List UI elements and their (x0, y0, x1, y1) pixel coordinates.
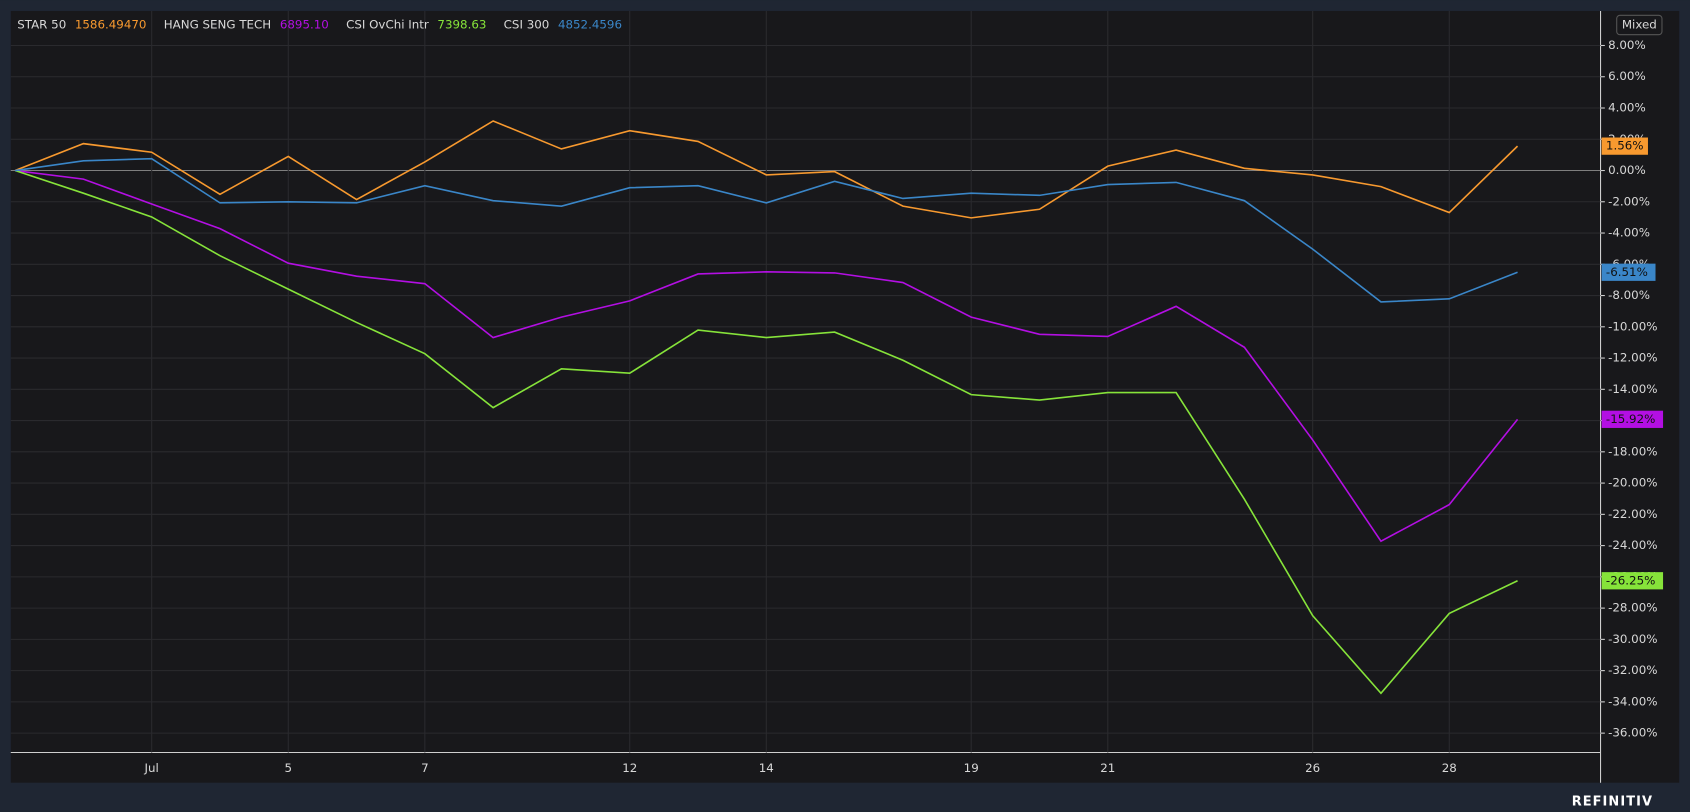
end-label-bg (1601, 410, 1664, 428)
legend-name: HANG SENG TECH (164, 17, 272, 31)
legend-name: CSI OvChi Intr (346, 17, 429, 31)
series-line (14, 157, 1518, 303)
legend-value: 6895.10 (280, 17, 329, 31)
x-tick-label: 5 (284, 761, 292, 775)
y-tick-label: -18.00% (1608, 444, 1657, 458)
series-line (14, 169, 1518, 695)
y-tick-label: -12.00% (1608, 351, 1657, 365)
x-tick-label: 28 (1442, 761, 1457, 775)
watermark: REFINITIV (1572, 795, 1653, 810)
plot-bg (10, 10, 1680, 783)
legend-name: CSI 300 (504, 17, 550, 31)
series-line (14, 169, 1519, 543)
y-tick-label: -4.00% (1608, 226, 1650, 240)
lines (14, 120, 1519, 695)
y-tick-label: -10.00% (1608, 319, 1657, 333)
legend-name: STAR 50 (17, 17, 66, 31)
x-tick-label: 12 (622, 761, 637, 775)
y-tick-label: -34.00% (1608, 694, 1657, 708)
end-label: -26.25% (1606, 573, 1655, 587)
end-label: -15.92% (1606, 412, 1655, 426)
series-line (14, 120, 1519, 219)
y-tick-label: -8.00% (1608, 288, 1650, 302)
x-tick-label: 19 (964, 761, 979, 775)
legend-value: 7398.63 (437, 17, 486, 31)
end-label-bg (1601, 137, 1648, 155)
y-tick-label: 4.00% (1608, 101, 1646, 115)
y-tick-label: -24.00% (1608, 538, 1657, 552)
x-tick-label: 21 (1100, 761, 1115, 775)
y-tick-label: -20.00% (1608, 476, 1657, 490)
y-tick-label: -2.00% (1608, 194, 1650, 208)
grid (10, 10, 1605, 753)
labels: 8.00%6.00%4.00%2.00%0.00%-2.00%-4.00%-6.… (17, 17, 1664, 775)
x-tick-label: Jul (144, 761, 159, 775)
y-tick-label: -36.00% (1608, 726, 1657, 740)
y-tick-label: -22.00% (1608, 507, 1657, 521)
mode-button[interactable] (1616, 14, 1663, 36)
legend-value: 1586.49470 (75, 17, 147, 31)
y-tick-label: 0.00% (1608, 163, 1646, 177)
mode-button-label[interactable]: Mixed (1622, 17, 1657, 31)
end-label-bg (1601, 263, 1656, 281)
y-tick-label: 6.00% (1608, 69, 1646, 83)
x-tick-label: 26 (1305, 761, 1320, 775)
x-tick-label: 7 (421, 761, 429, 775)
y-tick-label: -30.00% (1608, 632, 1657, 646)
end-label: 1.56% (1606, 139, 1644, 153)
y-tick-label: -32.00% (1608, 663, 1657, 677)
legend-value: 4852.4596 (558, 17, 622, 31)
y-tick-label: -28.00% (1608, 601, 1657, 615)
end-label: -6.51% (1606, 265, 1648, 279)
y-tick-label: 8.00% (1608, 38, 1646, 52)
end-label-bg (1601, 572, 1664, 590)
y-tick-label: -14.00% (1608, 382, 1657, 396)
x-tick-label: 14 (759, 761, 774, 775)
